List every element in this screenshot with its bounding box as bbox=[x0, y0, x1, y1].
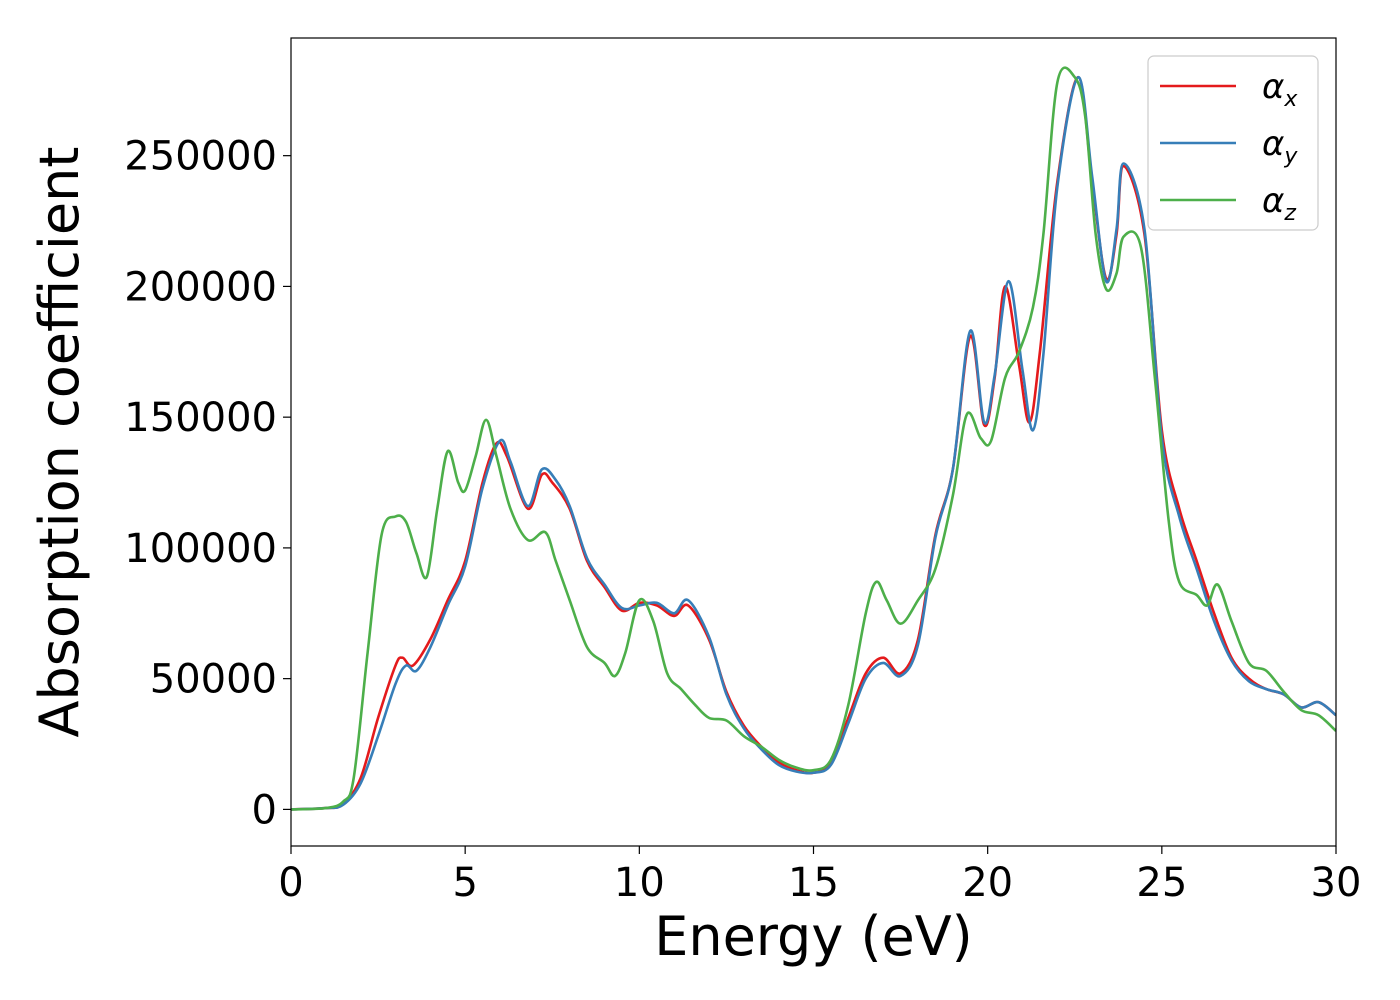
y-tick-label: 50000 bbox=[150, 657, 277, 703]
x-axis-label: Energy (eV) bbox=[654, 905, 973, 968]
legend-subscript: y bbox=[1283, 144, 1298, 169]
legend-symbol: α bbox=[1262, 181, 1284, 221]
legend-entry-z: αz bbox=[1262, 181, 1296, 226]
legend-entry-x: αx bbox=[1262, 67, 1298, 112]
y-tick-label: 100000 bbox=[124, 526, 277, 572]
legend-symbol: α bbox=[1262, 67, 1284, 107]
y-tick-label: 0 bbox=[252, 787, 277, 833]
legend-entry-y: αy bbox=[1262, 124, 1298, 169]
y-tick-label: 200000 bbox=[124, 264, 277, 310]
x-tick-label: 10 bbox=[614, 860, 665, 906]
y-axis-ticks: 0 50000 100000 150000 200000 250000 bbox=[124, 134, 291, 833]
x-tick-label: 20 bbox=[962, 860, 1013, 906]
legend-symbol: α bbox=[1262, 124, 1284, 164]
legend-subscript: x bbox=[1283, 87, 1298, 112]
x-axis-ticks: 0 5 10 15 20 25 30 bbox=[278, 846, 1361, 906]
series-line-y bbox=[291, 75, 1336, 811]
y-tick-label: 250000 bbox=[124, 134, 277, 180]
x-tick-label: 15 bbox=[788, 860, 839, 906]
legend-subscript: z bbox=[1283, 201, 1296, 226]
series-layer bbox=[291, 66, 1336, 811]
x-tick-label: 5 bbox=[452, 860, 477, 906]
x-tick-label: 30 bbox=[1311, 860, 1362, 906]
x-tick-label: 0 bbox=[278, 860, 303, 906]
series-line-z bbox=[291, 66, 1336, 811]
y-axis-label: Absorption coefficient bbox=[28, 147, 91, 738]
x-tick-label: 25 bbox=[1136, 860, 1187, 906]
y-tick-label: 150000 bbox=[124, 395, 277, 441]
